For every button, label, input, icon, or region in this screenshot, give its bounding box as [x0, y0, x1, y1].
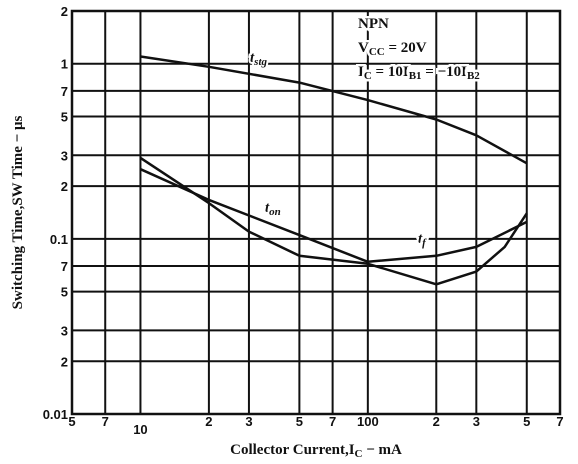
annotation: VCC = 20V	[358, 40, 427, 58]
series-line	[139, 156, 528, 286]
x-tick-label: 3	[245, 414, 252, 429]
text-part: NPN	[358, 16, 389, 32]
x-tick-label: 2	[433, 414, 440, 429]
x-tick-label: 7	[329, 414, 336, 429]
y-tick-label: 1	[61, 57, 68, 72]
subscript: B1	[409, 70, 422, 82]
text-part: = 20V	[385, 40, 427, 56]
text-part: t	[250, 50, 255, 66]
text-part: I	[358, 64, 364, 80]
text-part: Collector Current,I	[230, 442, 355, 458]
y-tick-label: 7	[61, 84, 68, 99]
plot-frame	[70, 9, 562, 416]
annotation: IC = 10IB1 = −10IB2	[358, 64, 480, 82]
series-line	[140, 55, 528, 165]
x-tick-label: 7	[102, 414, 109, 429]
subscript: f	[422, 237, 427, 249]
x-tick-label: 5	[523, 414, 530, 429]
y-tick-label: 2	[61, 354, 68, 369]
text-part: t	[418, 231, 423, 247]
subscript: C	[355, 448, 363, 460]
x-axis-label: Collector Current,IC − mA	[230, 442, 402, 460]
x-tick-label: 10	[133, 422, 147, 437]
text-part: t	[265, 200, 270, 216]
y-tick-label: 3	[61, 148, 68, 163]
x-tick-label: 3	[473, 414, 480, 429]
subscript: B2	[467, 70, 480, 82]
y-tick-label: 2	[61, 179, 68, 194]
series-label: tstg	[250, 50, 268, 68]
y-tick-label: 0.1	[50, 232, 68, 247]
series-line	[139, 168, 528, 264]
text-part: = 10I	[372, 64, 409, 80]
text-part: − mA	[363, 442, 403, 458]
y-tick-label: 5	[61, 285, 68, 300]
text-part: V	[358, 40, 369, 56]
y-tick-label: 0.01	[43, 407, 68, 422]
series-label: tf	[418, 231, 427, 249]
y-axis-label: Switching Time,SW Time − μs	[10, 116, 26, 310]
y-tick-label: 3	[61, 323, 68, 338]
annotation: NPN	[358, 16, 389, 32]
y-tick-label: 2	[61, 4, 68, 19]
subscript: on	[269, 206, 281, 218]
subscript: CC	[369, 46, 385, 58]
text-part: = −10I	[422, 64, 468, 80]
x-tick-label: 5	[68, 414, 75, 429]
text-part: Switching Time,SW Time − μs	[10, 116, 26, 310]
y-tick-label: 7	[61, 259, 68, 274]
x-tick-label: 5	[296, 414, 303, 429]
x-tick-label: 100	[357, 414, 379, 429]
subscript: C	[364, 70, 372, 82]
x-tick-label: 2	[205, 414, 212, 429]
x-tick-label: 7	[556, 414, 563, 429]
series-label: ton	[265, 200, 281, 218]
subscript: stg	[253, 56, 267, 68]
y-tick-label: 5	[61, 109, 68, 124]
